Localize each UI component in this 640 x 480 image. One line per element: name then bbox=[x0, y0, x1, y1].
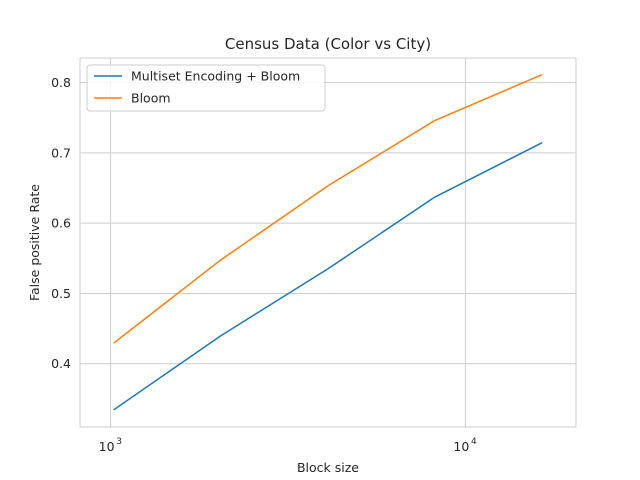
y-tick-label: 0.4 bbox=[51, 356, 71, 371]
series-line-multiset-bloom bbox=[113, 142, 543, 411]
grid bbox=[80, 58, 576, 427]
x-tick-label-exponent: 3 bbox=[116, 437, 122, 447]
plot-frame bbox=[79, 57, 577, 428]
chart-title: Census Data (Color vs City) bbox=[225, 35, 431, 53]
y-axis-label: False positive Rate bbox=[27, 184, 42, 301]
y-tick-label: 0.8 bbox=[51, 75, 71, 90]
y-tick-labels: 0.4 0.5 0.6 0.7 0.8 bbox=[51, 75, 71, 371]
x-tick-label: 10 bbox=[99, 439, 115, 454]
legend-box bbox=[86, 64, 326, 112]
x-tick-labels: 10 3 10 4 bbox=[99, 437, 477, 454]
legend-label-multiset-bloom: Multiset Encoding + Bloom bbox=[131, 69, 300, 84]
x-axis-label: Block size bbox=[297, 460, 359, 475]
x-tick-label-exponent: 4 bbox=[471, 437, 477, 447]
y-tick-label: 0.6 bbox=[51, 216, 71, 231]
x-tick-label: 10 bbox=[453, 439, 469, 454]
y-tick-label: 0.7 bbox=[51, 145, 71, 160]
y-tick-label: 0.5 bbox=[51, 286, 71, 301]
legend: Multiset Encoding + Bloom Bloom bbox=[86, 64, 326, 112]
series-lines bbox=[113, 73, 543, 411]
series-line-bloom bbox=[113, 73, 543, 344]
legend-label-bloom: Bloom bbox=[131, 91, 171, 106]
